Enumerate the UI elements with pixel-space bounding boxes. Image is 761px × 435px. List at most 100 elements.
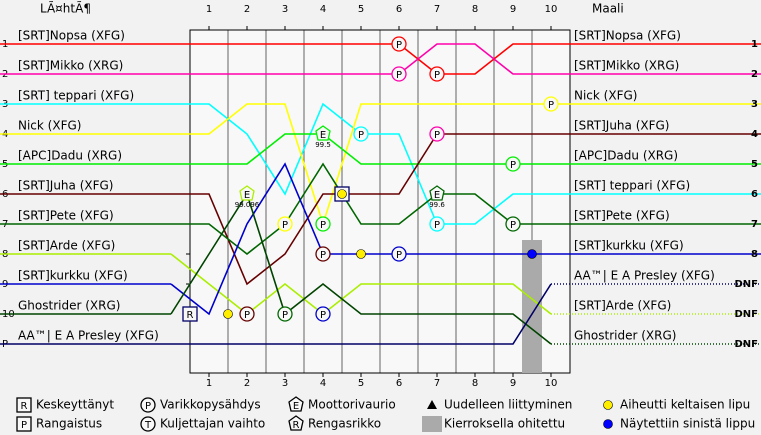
position-line (170, 192, 552, 345)
event-symbol: P (358, 130, 364, 141)
event-symbol: E (320, 130, 326, 141)
legend-text: Aiheutti keltaisen lipu (620, 398, 750, 412)
event-symbol: P (396, 250, 402, 261)
event-marker (277, 216, 293, 232)
finish-name: Nick (XFG) (574, 89, 637, 103)
finish-name: [SRT]Nopsa (XFG) (574, 29, 681, 43)
event-symbol: E (244, 190, 250, 201)
legend-icon-letter: R (293, 420, 300, 431)
event-marker (239, 306, 255, 322)
x-tick-label: 4 (320, 4, 326, 15)
event-marker (353, 126, 369, 142)
finish-name: AA™| E A Presley (XFG) (574, 269, 715, 283)
x-tick-label: 2 (244, 378, 250, 389)
position-line (171, 283, 552, 345)
event-symbol: P (434, 70, 440, 81)
finish-name: Ghostrider (XRG) (574, 329, 676, 343)
event-marker (182, 306, 198, 322)
event-symbol: P (396, 70, 402, 81)
position-line (171, 103, 551, 227)
start-name: [SRT]kurkku (XFG) (18, 269, 128, 283)
x-tick-label: 7 (434, 4, 440, 15)
legend-icon (603, 419, 613, 429)
finish-label: DNF (734, 309, 758, 320)
legend-text: Varikkopysähdys (160, 398, 261, 412)
finish-label: 2 (751, 69, 758, 80)
event-marker (429, 66, 445, 82)
event-symbol: E (434, 190, 440, 201)
start-header: LÃ¤htÃ¶ (40, 1, 91, 16)
event-marker (429, 185, 445, 201)
event-marker (315, 246, 331, 262)
x-tick-label: 5 (358, 4, 364, 15)
finish-name: [SRT] teppari (XFG) (574, 179, 690, 193)
event-label: 99.6 (429, 201, 445, 209)
start-name: [SRT] teppari (XFG) (18, 89, 134, 103)
finish-name: [SRT]Mikko (XRG) (574, 59, 679, 73)
finish-name: [APC]Dadu (XRG) (574, 149, 678, 163)
event-marker (391, 66, 407, 82)
start-name: [SRT]Juha (XFG) (18, 179, 113, 193)
legend-text: Kierroksella ohitettu (444, 417, 565, 431)
legend-icon (140, 397, 156, 413)
legend-icon (603, 400, 613, 410)
legend-icon-letter: P (21, 420, 27, 431)
legend-icon (288, 396, 304, 412)
x-tick-label: 5 (358, 378, 364, 389)
legend-text: Kuljettajan vaihto (160, 417, 265, 431)
finish-name: [SRT]Pete (XFG) (574, 209, 670, 223)
legend-icon (427, 400, 437, 409)
legend-icon (16, 397, 32, 413)
x-tick-label: 1 (206, 378, 212, 389)
position-line (170, 253, 552, 316)
event-symbol: P (396, 40, 402, 51)
flag-dot (223, 309, 233, 319)
event-marker (505, 216, 521, 232)
position-line (171, 43, 551, 75)
event-marker (543, 96, 559, 112)
event-marker (391, 246, 407, 262)
legend-text: Keskeyttänyt (36, 398, 114, 412)
finish-label: 4 (751, 129, 758, 140)
start-name: [SRT]Pete (XFG) (18, 209, 114, 223)
start-name: [SRT]Nopsa (XFG) (18, 29, 125, 43)
x-tick-label: 4 (320, 378, 326, 389)
legend-text: Rengasrikko (308, 417, 381, 431)
position-line (171, 162, 551, 256)
start-name: Ghostrider (XRG) (18, 299, 120, 313)
event-symbol: P (320, 220, 326, 231)
event-label: 99.5 (315, 141, 331, 149)
legend-text: Rangaistus (36, 417, 102, 431)
event-marker (239, 185, 255, 201)
finish-name: [SRT]Juha (XFG) (574, 119, 669, 133)
legend-text: Näytettiin sinistä lippu (620, 417, 755, 431)
event-marker (315, 216, 331, 232)
finish-header: Maali (592, 2, 624, 16)
legend-icon (16, 416, 32, 432)
flag-dot (527, 249, 537, 259)
x-tick-label: 8 (472, 378, 478, 389)
legend-text: Moottorivaurio (308, 398, 396, 412)
finish-label: 5 (751, 159, 758, 170)
legend-icon-letter: R (21, 401, 28, 412)
event-symbol: P (244, 310, 250, 321)
event-symbol: P (434, 220, 440, 231)
event-marker (505, 156, 521, 172)
lapped-bar (522, 240, 542, 373)
finish-label: 6 (751, 189, 758, 200)
legend-text: Uudelleen liittyminen (444, 398, 572, 412)
start-name: [APC]Dadu (XRG) (18, 149, 122, 163)
event-symbol: P (320, 310, 326, 321)
event-symbol: P (282, 310, 288, 321)
x-tick-label: 1 (206, 4, 212, 15)
finish-name: [SRT]kurkku (XFG) (574, 239, 684, 253)
finish-label: DNF (734, 339, 758, 350)
start-name: [SRT]Mikko (XRG) (18, 59, 123, 73)
x-tick-label: 2 (244, 4, 250, 15)
flag-dot (337, 189, 347, 199)
start-name: Nick (XFG) (18, 119, 81, 133)
finish-name: [SRT]Arde (XFG) (574, 299, 671, 313)
position-line (171, 43, 551, 75)
